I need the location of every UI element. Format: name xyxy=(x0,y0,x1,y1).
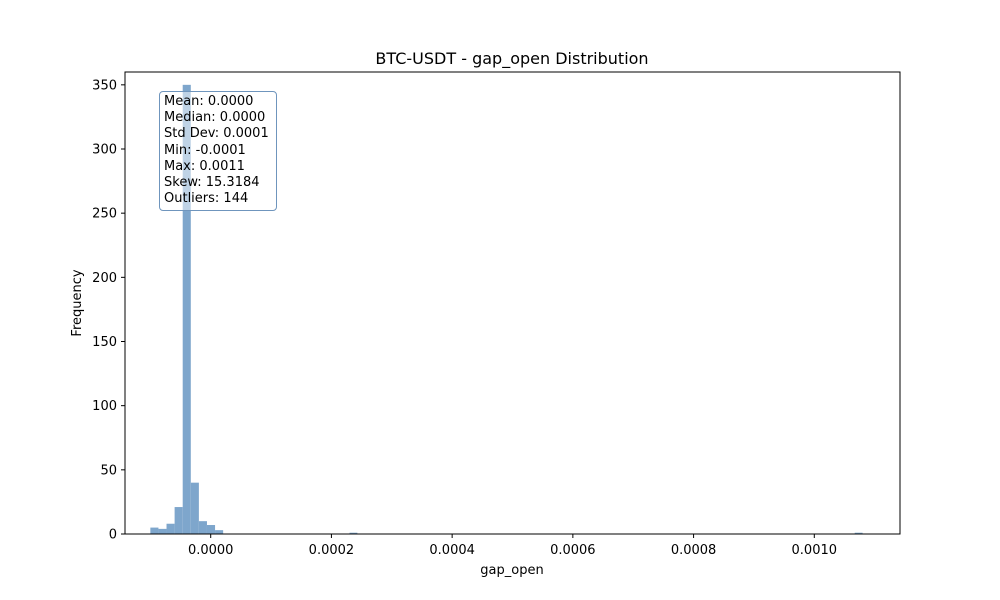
y-tick-label: 100 xyxy=(92,399,117,414)
stat-min: Min: -0.0001 xyxy=(164,142,246,158)
y-tick-label: 350 xyxy=(92,78,117,93)
histogram-bar xyxy=(174,507,183,534)
y-tick-label: 150 xyxy=(92,335,117,350)
histogram-bar xyxy=(150,527,159,534)
y-tick-label: 250 xyxy=(92,207,117,222)
x-axis-ticks: 0.0000 0.0002 0.0004 0.0006 0.0008 0.0010 xyxy=(188,534,837,558)
x-tick-label: 0.0006 xyxy=(550,543,596,558)
stat-median: Median: 0.0000 xyxy=(164,110,266,126)
histogram-bar xyxy=(190,482,199,534)
x-tick-label: 0.0004 xyxy=(429,543,475,558)
histogram-bar xyxy=(206,525,216,534)
histogram-bar xyxy=(182,84,191,534)
chart-title: BTC-USDT - gap_open Distribution xyxy=(375,49,648,69)
stat-std-dev: Std Dev: 0.0001 xyxy=(164,126,269,142)
histogram-bar xyxy=(854,532,863,534)
stat-mean: Mean: 0.0000 xyxy=(164,94,254,109)
y-axis-label: Frequency xyxy=(70,269,85,336)
plot-frame xyxy=(124,71,901,535)
x-tick-label: 0.0002 xyxy=(309,543,355,558)
histogram-bar xyxy=(215,530,224,534)
y-tick-label: 0 xyxy=(109,528,117,543)
histogram-bar xyxy=(349,532,358,534)
x-tick-label: 0.0000 xyxy=(188,543,234,558)
histogram-bar xyxy=(158,528,167,534)
y-tick-label: 300 xyxy=(92,143,117,158)
x-tick-label: 0.0010 xyxy=(792,543,838,558)
x-tick-label: 0.0008 xyxy=(671,543,717,558)
y-axis-ticks: 0 50 100 150 200 250 300 350 xyxy=(92,78,125,543)
histogram-bars xyxy=(150,84,863,534)
stats-box: Mean: 0.0000 Median: 0.0000 Std Dev: 0.0… xyxy=(159,91,277,212)
histogram-bar xyxy=(198,521,207,534)
y-tick-label: 200 xyxy=(92,271,117,286)
histogram-bar xyxy=(166,523,175,534)
stat-skew: Skew: 15.3184 xyxy=(164,175,260,191)
y-tick-label: 50 xyxy=(100,463,117,478)
stat-max: Max: 0.0011 xyxy=(164,158,245,174)
x-axis-label: gap_open xyxy=(480,563,543,578)
stat-outliers: Outliers: 144 xyxy=(164,191,249,207)
